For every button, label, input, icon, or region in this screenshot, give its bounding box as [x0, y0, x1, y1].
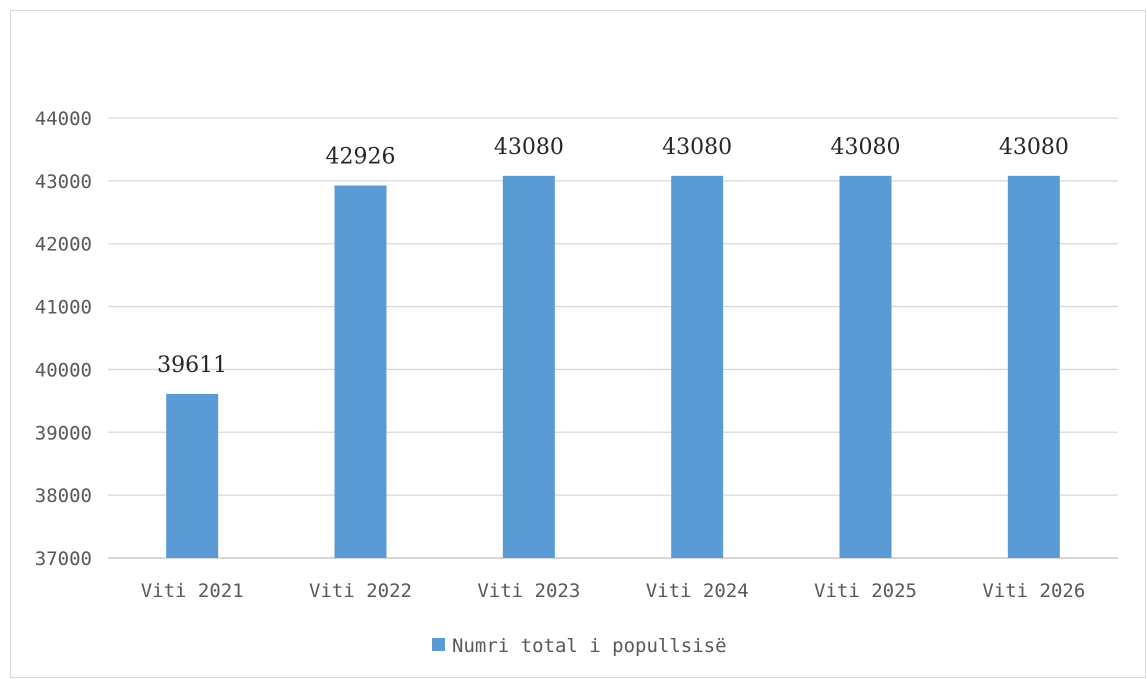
legend-label: Numri total i popullsisë — [452, 635, 727, 657]
data-label: 43080 — [662, 135, 732, 160]
y-tick-label: 37000 — [35, 548, 92, 570]
bar — [671, 175, 724, 559]
y-tick-label: 43000 — [35, 171, 92, 193]
data-label: 42926 — [326, 145, 396, 170]
data-labels: 39611 42926 43080 43080 43080 43080 — [157, 135, 1069, 378]
y-axis-ticks: 37000 38000 39000 40000 41000 42000 43000 44000 — [35, 108, 92, 570]
x-tick-label: Viti 2021 — [141, 580, 244, 602]
y-tick-label: 40000 — [35, 359, 92, 381]
x-tick-label: Viti 2022 — [309, 580, 412, 602]
x-tick-label: Viti 2025 — [814, 580, 917, 602]
legend-swatch — [432, 638, 445, 651]
bars — [166, 175, 1060, 559]
chart-frame — [10, 10, 1146, 678]
y-tick-label: 39000 — [35, 422, 92, 444]
x-tick-label: Viti 2023 — [477, 580, 580, 602]
bar — [166, 393, 219, 558]
data-label: 43080 — [999, 135, 1069, 160]
y-tick-label: 42000 — [35, 234, 92, 256]
y-tick-label: 41000 — [35, 297, 92, 319]
bar — [502, 175, 555, 559]
x-tick-label: Viti 2024 — [646, 580, 749, 602]
legend: Numri total i popullsisë — [432, 635, 727, 657]
data-label: 39611 — [157, 353, 227, 378]
y-tick-label: 38000 — [35, 485, 92, 507]
bar — [334, 185, 387, 558]
bar — [839, 175, 892, 559]
x-axis-ticks: Viti 2021 Viti 2022 Viti 2023 Viti 2024 Viti… — [141, 580, 1086, 602]
data-label: 43080 — [494, 135, 564, 160]
y-tick-label: 44000 — [35, 108, 92, 130]
x-tick-label: Viti 2026 — [982, 580, 1085, 602]
bar — [1007, 175, 1060, 559]
data-label: 43080 — [831, 135, 901, 160]
gridlines — [108, 117, 1118, 559]
